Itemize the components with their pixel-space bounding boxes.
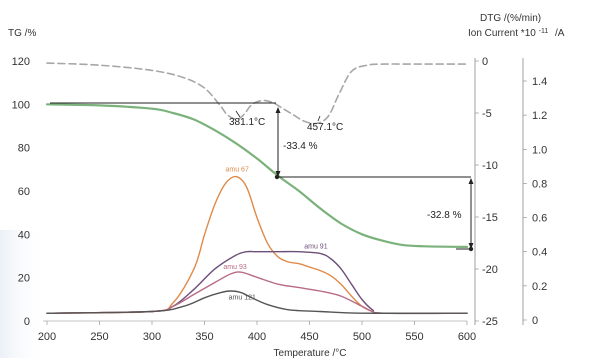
series-labels: amu 67 amu 91 amu 93 amu 121 bbox=[223, 166, 327, 301]
series-label-amu-93: amu 93 bbox=[223, 264, 246, 271]
series-line-amu-91 bbox=[46, 250, 468, 315]
y-tick-label-ion: 0 bbox=[532, 315, 538, 327]
tick-labels: 200 250 300 350 400 450 500 550 600 0 20 40 60 80 100 1… bbox=[12, 56, 548, 343]
y-tick-label-left: 40 bbox=[18, 229, 30, 241]
loss2-arrow-top bbox=[468, 178, 474, 184]
y-tick-label-left: 20 bbox=[18, 273, 30, 285]
y-tick-label-dtg: -5 bbox=[482, 108, 492, 120]
y-axis-title-left: TG /% bbox=[8, 28, 36, 39]
ion-axis-title-exp: -11 bbox=[539, 28, 549, 35]
y-tick-label-ion: 1.0 bbox=[532, 144, 547, 156]
loss2-label: -32.8 % bbox=[427, 210, 462, 221]
x-axis-title: Temperature /°C bbox=[274, 348, 347, 358]
peak2-label: 457.1°C bbox=[307, 122, 343, 133]
axes bbox=[43, 58, 527, 325]
y-tick-label-dtg: -25 bbox=[482, 316, 498, 328]
x-tick-label: 400 bbox=[248, 331, 266, 343]
y-tick-label-dtg: -15 bbox=[482, 212, 498, 224]
series-line-left bbox=[45, 103, 469, 248]
y-tick-label-left: 100 bbox=[12, 99, 30, 111]
y-tick-label-ion: 0.4 bbox=[532, 247, 547, 259]
y-tick-label-dtg: 0 bbox=[482, 56, 488, 68]
y-tick-label-left: 80 bbox=[18, 143, 30, 155]
loss1-marker bbox=[274, 174, 280, 180]
y-tick-label-ion: 0.2 bbox=[532, 281, 547, 293]
peak2-pointer bbox=[317, 115, 321, 122]
x-tick-label: 500 bbox=[353, 331, 371, 343]
series-label-amu-91: amu 91 bbox=[304, 243, 327, 250]
ion-axis-title-text: Ion Current *10 bbox=[468, 28, 536, 39]
x-tick-label: 450 bbox=[300, 331, 318, 343]
y-tick-label-left: 0 bbox=[24, 316, 30, 328]
x-tick-label: 200 bbox=[38, 331, 56, 343]
series-label-amu-121: amu 121 bbox=[229, 295, 256, 302]
series-lines bbox=[45, 62, 469, 315]
x-tick-label: 550 bbox=[405, 331, 423, 343]
loss1-arrow-top bbox=[275, 107, 281, 113]
y-tick-label-dtg: -20 bbox=[482, 264, 498, 276]
ion-axis-title-unit: /A bbox=[555, 28, 565, 39]
y-axis-title-dtg: DTG /(%/min) bbox=[480, 13, 541, 24]
series-line-amu-67 bbox=[46, 175, 468, 315]
peak1-pointer bbox=[235, 110, 241, 118]
loss1-label: -33.4 % bbox=[283, 141, 318, 152]
y-tick-label-left: 120 bbox=[12, 56, 30, 68]
y-axis-title-ion: Ion Current *10 -11 /A bbox=[468, 25, 565, 39]
y-tick-label-ion: 0.8 bbox=[532, 178, 547, 190]
x-tick-label: 600 bbox=[458, 331, 476, 343]
series-label-amu-67: amu 67 bbox=[226, 166, 249, 173]
y-tick-label-ion: 1.4 bbox=[532, 76, 547, 88]
series-line-amu-93 bbox=[46, 271, 468, 315]
series-line-dtg bbox=[46, 62, 468, 125]
loss1-arrow-bottom bbox=[275, 171, 281, 177]
y-tick-label-ion: 0.6 bbox=[532, 213, 547, 225]
y-tick-label-ion: 1.2 bbox=[532, 110, 547, 122]
x-tick-label: 350 bbox=[195, 331, 213, 343]
loss2-marker bbox=[468, 246, 474, 252]
annotations: 381.1°C 457.1°C -33.4 % -32.8 % bbox=[50, 102, 474, 252]
y-tick-label-left: 60 bbox=[18, 186, 30, 198]
series-line-amu-121 bbox=[46, 290, 468, 315]
x-tick-label: 300 bbox=[143, 331, 161, 343]
peak1-label: 381.1°C bbox=[229, 117, 265, 128]
y-tick-label-dtg: -10 bbox=[482, 160, 498, 172]
loss2-arrow-bottom bbox=[468, 243, 474, 249]
x-tick-label: 250 bbox=[90, 331, 108, 343]
